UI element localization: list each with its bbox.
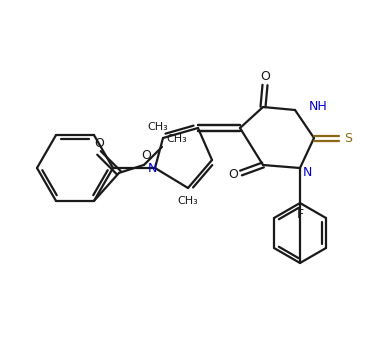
Text: CH₃: CH₃ — [178, 196, 198, 206]
Text: O: O — [94, 137, 104, 150]
Text: NH: NH — [309, 101, 328, 114]
Text: S: S — [344, 132, 352, 145]
Text: O: O — [228, 168, 238, 181]
Text: O: O — [141, 149, 151, 162]
Text: O: O — [260, 70, 270, 83]
Text: N: N — [303, 165, 312, 178]
Text: CH₃: CH₃ — [147, 122, 168, 132]
Text: F: F — [296, 208, 303, 222]
Text: N: N — [147, 163, 157, 176]
Text: CH₃: CH₃ — [166, 134, 187, 144]
